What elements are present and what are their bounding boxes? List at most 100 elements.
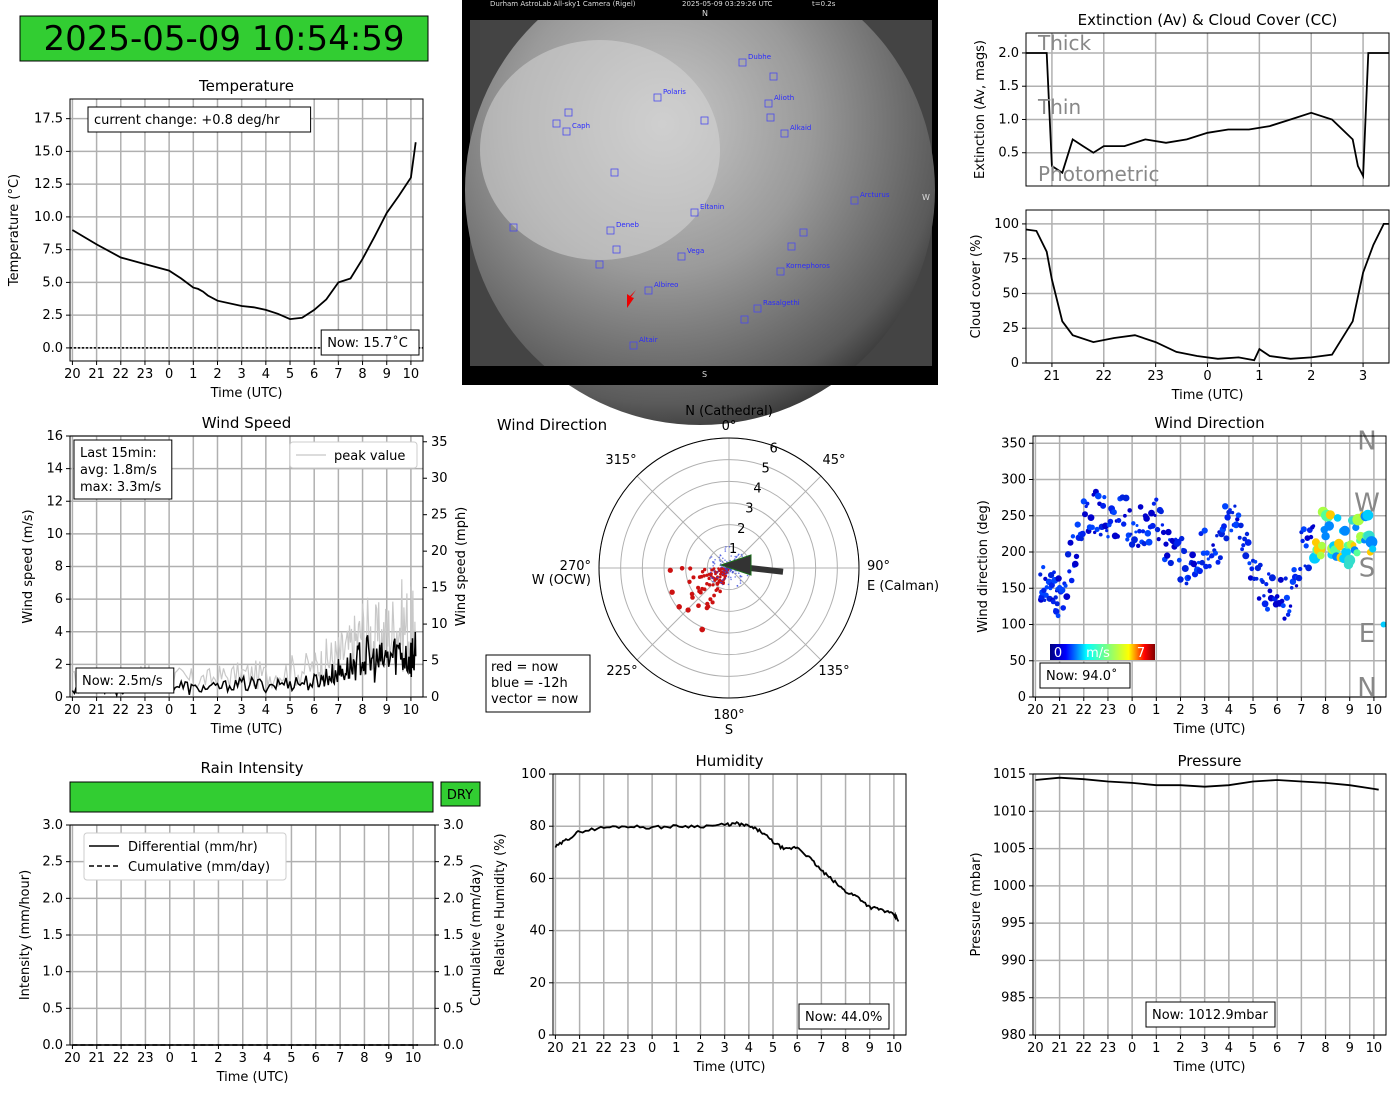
extinction-level-thick: Thick (1037, 31, 1091, 55)
wind-point-past (709, 567, 711, 570)
wind-point-past (741, 555, 743, 557)
wind-dir-point (1043, 592, 1049, 598)
y2-tick-label: 25 (431, 508, 448, 523)
y-tick-label: 3.0 (42, 818, 63, 833)
wind-dir-point (1163, 541, 1169, 547)
x-tick-label: 23 (1100, 1041, 1117, 1056)
x-tick-label: 9 (866, 1041, 874, 1056)
star-label-rasalgethi: Rasalgethi (763, 299, 800, 307)
wind-dir-point (1179, 535, 1185, 542)
wind-dir-point (1085, 501, 1090, 506)
wind-point-past (713, 569, 715, 572)
plot-frame (69, 435, 424, 698)
polar-angle-label: 180° (713, 708, 744, 723)
wind-dir-point (1080, 498, 1087, 505)
x-tick-label: 20 (64, 703, 81, 718)
star-marker (564, 108, 573, 117)
wind-stats-line: max: 3.3m/s (80, 480, 162, 495)
sky-star-markers: Dubhe Polaris Alioth Alkaid Caph Arcturus Elta… (509, 53, 890, 350)
wind-point-past (736, 585, 739, 587)
wind-dir-point (1094, 526, 1100, 533)
star-marker (787, 242, 796, 251)
speed-colorbar (1050, 644, 1155, 660)
wind-dir-point (1230, 510, 1235, 515)
wind-dir-point (1131, 521, 1136, 526)
y-tick-label: 1010 (993, 804, 1026, 819)
temperature-now-line: Now: 15.7˚C (327, 335, 408, 351)
sky-header-mid: 2025-05-09 03:29:26 UTC (682, 0, 773, 8)
star-marker-rasalgethi (753, 304, 762, 313)
star-marker-vega (677, 252, 686, 261)
y-axis-label: Wind speed (m/s) (21, 509, 36, 623)
cloud-cover-line (1025, 223, 1389, 362)
wind-point-past (724, 573, 727, 576)
wind-dir-point (1160, 523, 1165, 527)
wind-point-now (696, 585, 701, 590)
wind-dir-now-box (1039, 662, 1131, 689)
wind-dir-point (1181, 565, 1189, 572)
wind-point-past (726, 561, 728, 563)
y-tick-label: 10.0 (34, 210, 63, 225)
wind-now-line: Now: 2.5m/s (82, 674, 163, 689)
extinction-chart: 0.5 1.0 1.5 2.0 Extinction (Av) & Cloud Cove… (973, 11, 1390, 187)
x-tick-label: 0 (648, 1041, 656, 1056)
wind-dir-point (1060, 605, 1066, 611)
colorbar-unit: m/s (1086, 646, 1110, 661)
y-axis-label: Extinction (Av, mags) (973, 40, 988, 179)
wind-dir-point (1073, 553, 1080, 560)
star-marker (552, 119, 561, 128)
wind-point-past (710, 556, 713, 558)
y-tick-label: 2.5 (42, 308, 63, 323)
wind-point-now (704, 605, 710, 611)
wind-point-past (724, 550, 727, 552)
polar-south-label: S (725, 723, 733, 738)
plot-frame (1025, 32, 1390, 187)
wind-dir-point (1365, 536, 1378, 548)
wind-dir-point (1136, 543, 1141, 548)
wind-dir-point (1087, 514, 1095, 521)
star-marker-dubhe (738, 58, 747, 67)
x-tick-label: 3 (721, 1041, 729, 1056)
y-tick-label: 8 (55, 560, 63, 575)
wind-dir-point (1122, 494, 1130, 502)
x-tick-label: 8 (358, 367, 366, 382)
wind-dir-point (1042, 598, 1047, 602)
wind-dir-point (1181, 548, 1188, 555)
wind-point-now (710, 568, 714, 572)
x-tick-label: 10 (886, 1041, 903, 1056)
compass-label: W (1354, 488, 1380, 518)
x-tick-label: 0 (166, 1051, 174, 1066)
sky-north: N (702, 9, 708, 18)
wind-dir-point (1336, 542, 1344, 551)
wind-dir-point (1237, 535, 1242, 540)
wind-dir-point (1287, 609, 1292, 614)
x-tick-label: 20 (1027, 1041, 1044, 1056)
wind-point-past (730, 555, 732, 557)
wind-dir-point (1344, 554, 1356, 566)
x-tick-label: 22 (1076, 703, 1093, 718)
charts-layer: 20 21 22 23 0 1 2 3 4 5 6 7 8 9 100.02.55.07.510.012.5… (7, 11, 1390, 1085)
wind-legend-box (289, 441, 418, 469)
allsky-camera: Durham AstroLab All-sky1 Camera (Rigel) … (462, 0, 938, 425)
y-tick-label: 10 (46, 527, 63, 542)
wind-dir-point (1189, 551, 1196, 559)
wind-dir-point (1079, 530, 1086, 538)
wind-dir-point (1282, 616, 1287, 621)
wind-dir-point (1165, 528, 1172, 536)
colorbar-min: 0 (1054, 646, 1062, 661)
plot-frame (69, 98, 424, 362)
x-tick-label: 5 (1249, 703, 1257, 718)
temperature-change-line: current change: +0.8 deg/hr (94, 113, 280, 128)
wind-point-now (689, 591, 695, 597)
wind-dir-point (1362, 509, 1374, 521)
wind-dir-point (1283, 576, 1288, 581)
plot-area (553, 774, 906, 1035)
wind-direction-chart: 20 21 22 23 0 1 2 3 4 5 6 7 8 9 1005010015020025030035… (976, 414, 1387, 737)
wind-point-now (676, 604, 682, 610)
wind-stats-line: avg: 1.8m/s (80, 463, 157, 478)
x-tick-label: 3 (238, 703, 246, 718)
rain-legend-cumulative: Cumulative (mm/day) (128, 860, 270, 875)
wind-point-past (734, 555, 736, 558)
polar-spoke (728, 567, 822, 661)
wind-dir-point (1318, 541, 1326, 550)
